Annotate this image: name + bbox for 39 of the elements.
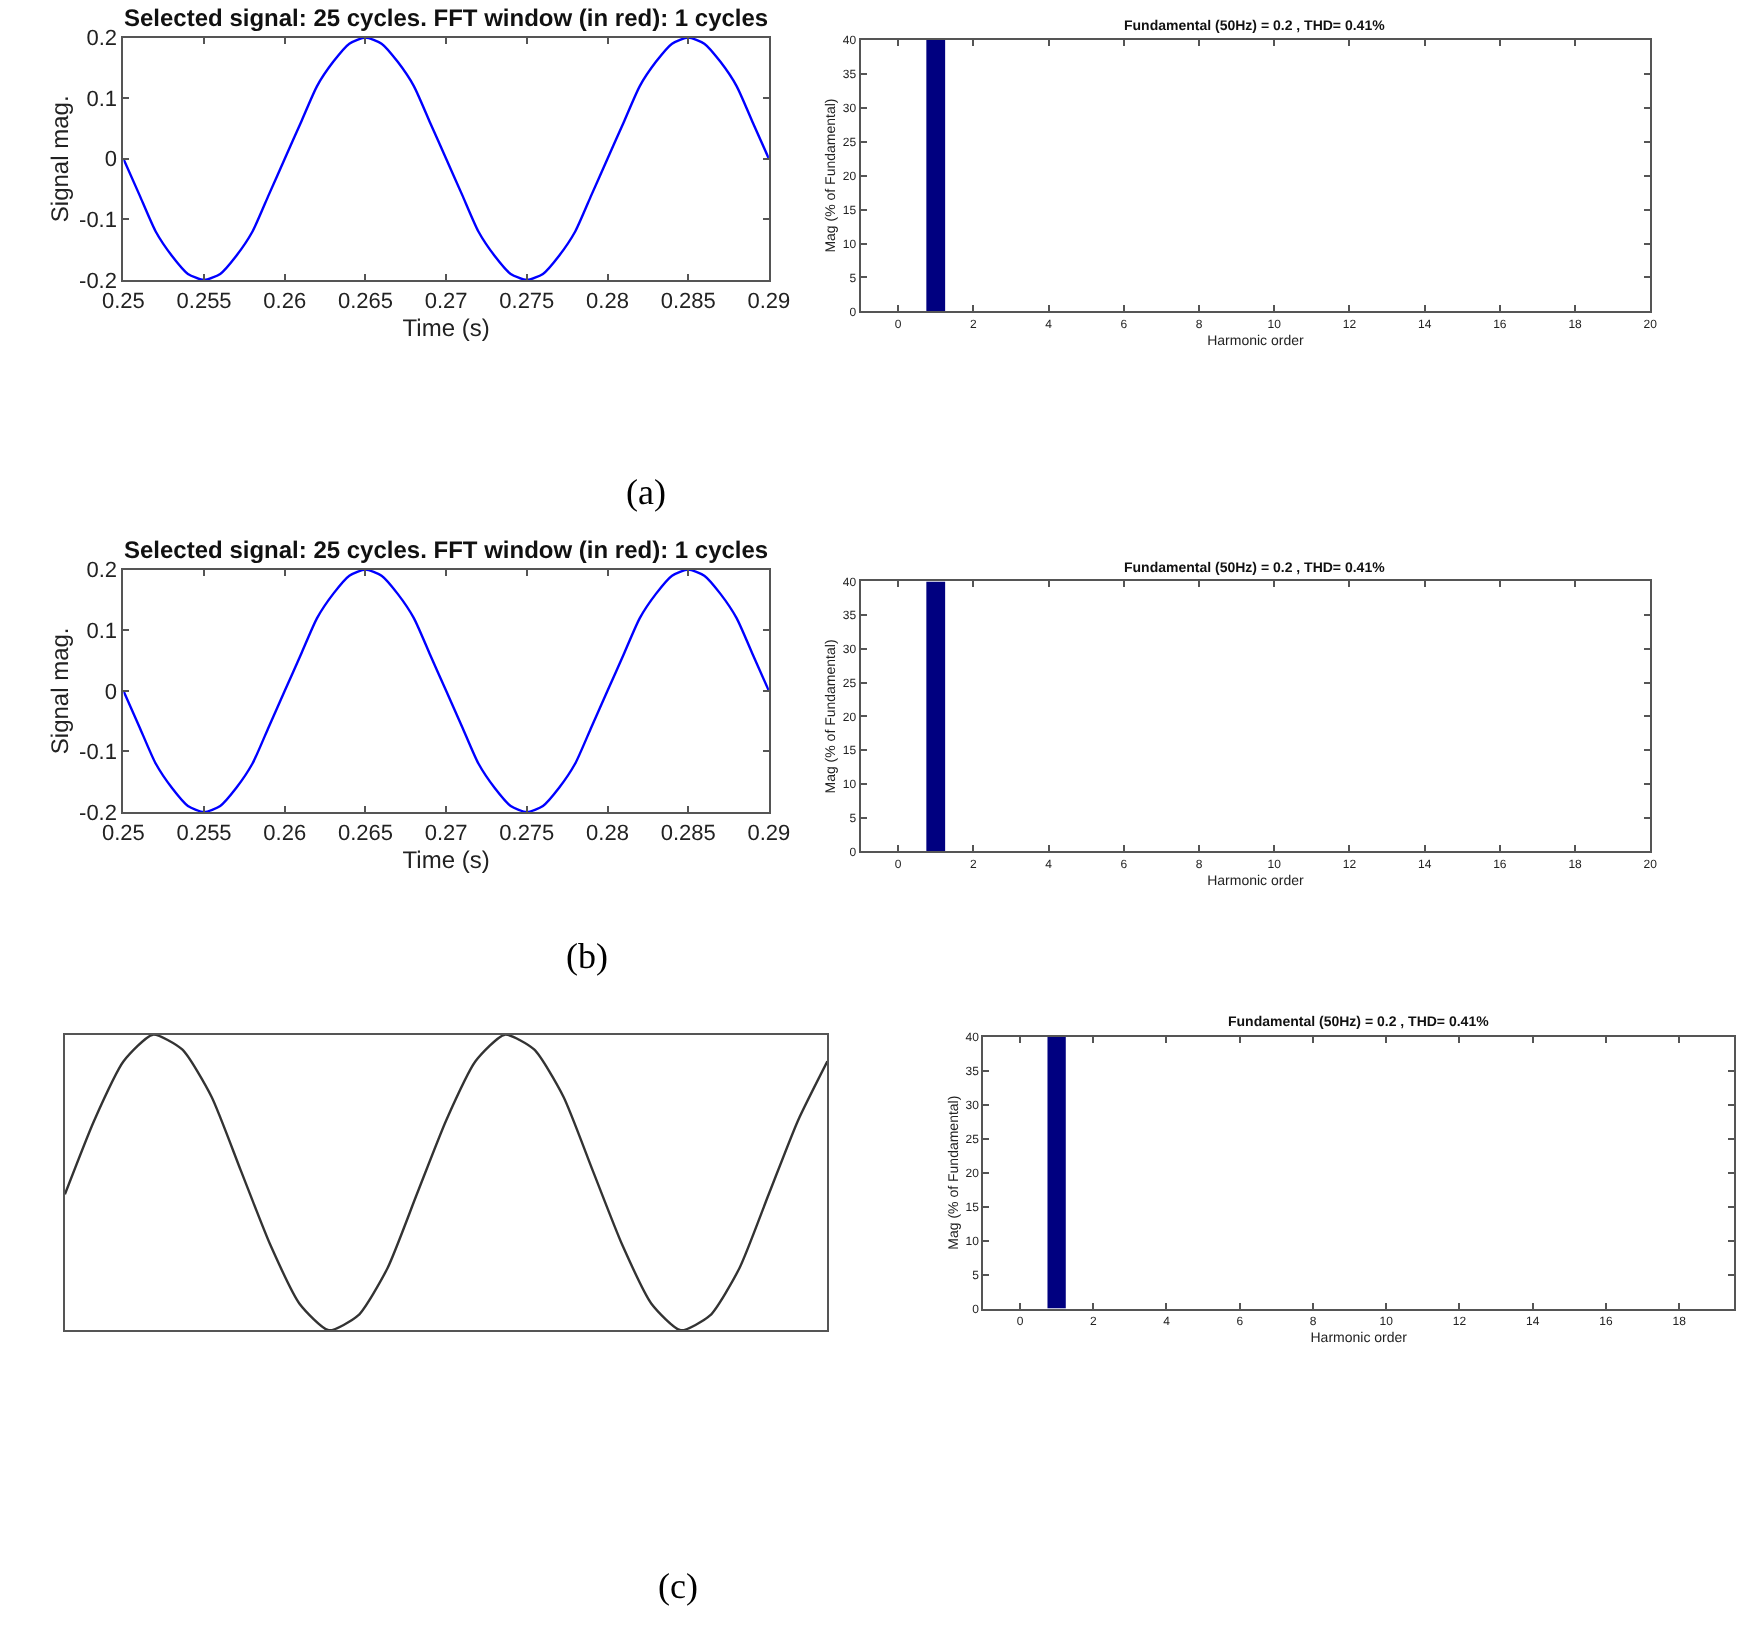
x-tick-label: 0.28 <box>586 822 629 847</box>
line-series <box>123 37 769 280</box>
x-tick-label: 0.275 <box>499 290 555 315</box>
y-axis-title: Signal mag. <box>45 627 74 755</box>
x-tick-label: 0.29 <box>747 290 791 315</box>
x-tick-label: 0.25 <box>101 290 145 315</box>
x-axis-title: Time (s) <box>402 846 490 875</box>
y-tick-label: 0.1 <box>86 87 117 112</box>
x-tick-label: 0.28 <box>586 290 629 315</box>
x-tick-label: 0.26 <box>263 290 307 315</box>
y-tick-label: 0.2 <box>86 27 117 52</box>
x-tick-label: 0.255 <box>176 290 232 315</box>
y-tick-label: 0 <box>104 680 117 705</box>
x-tick-label: 0.27 <box>424 822 468 847</box>
x-tick-label: 0.255 <box>176 822 232 847</box>
line-series <box>123 569 769 813</box>
x-tick-label: 0.26 <box>263 822 307 847</box>
chart-title: Selected signal: 25 cycles. FFT window (in red): 1 cycles <box>124 536 769 564</box>
x-tick-label: 0.27 <box>424 290 468 315</box>
x-tick-label: 0.275 <box>499 822 555 847</box>
y-tick-label: 0.2 <box>86 559 117 584</box>
text: (a) <box>626 472 666 512</box>
y-tick-label: -0.2 <box>79 269 117 294</box>
text: (b) <box>566 936 608 976</box>
x-tick-label: 0.285 <box>660 290 716 315</box>
y-tick-label: -0.1 <box>79 741 117 766</box>
x-axis-title: Time (s) <box>402 314 490 343</box>
x-tick-label: 0.265 <box>337 822 393 847</box>
text: (c) <box>658 1566 698 1606</box>
y-tick-label: 0.1 <box>86 619 117 644</box>
y-tick-label: -0.1 <box>79 209 117 234</box>
y-tick-label: -0.2 <box>79 801 117 826</box>
y-axis-title: Signal mag. <box>45 95 74 223</box>
chart-title: Selected signal: 25 cycles. FFT window (in red): 1 cycles <box>124 4 769 32</box>
x-tick-label: 0.285 <box>660 822 716 847</box>
x-tick-label: 0.25 <box>101 822 145 847</box>
x-tick-label: 0.29 <box>747 822 791 847</box>
x-tick-label: 0.265 <box>337 290 393 315</box>
y-tick-label: 0 <box>104 148 117 173</box>
